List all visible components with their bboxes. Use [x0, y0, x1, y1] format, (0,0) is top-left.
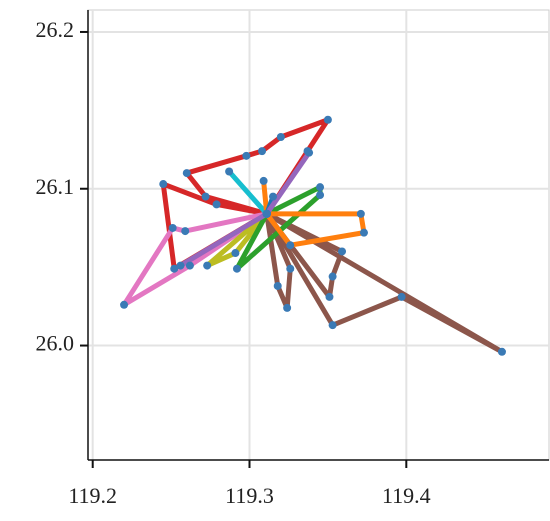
point — [328, 321, 337, 330]
point — [181, 227, 190, 236]
point — [338, 247, 347, 256]
point — [258, 147, 267, 156]
route-line — [204, 211, 270, 269]
plot-area — [87, 9, 550, 461]
point — [176, 261, 185, 270]
point — [359, 228, 368, 237]
point — [225, 167, 234, 176]
point — [276, 133, 285, 142]
point — [356, 209, 365, 218]
point — [323, 115, 332, 124]
point — [170, 264, 179, 273]
point — [182, 169, 191, 178]
x-tick-label: 119.4 — [382, 483, 431, 508]
point — [231, 249, 240, 258]
point — [316, 183, 325, 192]
point — [185, 261, 194, 270]
point — [273, 281, 282, 290]
point — [305, 148, 314, 157]
point — [286, 264, 295, 273]
point — [242, 151, 251, 160]
point — [259, 176, 268, 185]
point — [316, 191, 325, 200]
route-line — [121, 211, 270, 308]
x-tick-label: 119.2 — [68, 483, 117, 508]
y-tick-label: 26.0 — [36, 331, 75, 356]
point — [201, 192, 210, 201]
point — [262, 209, 271, 218]
y-tick-label: 26.1 — [36, 174, 75, 199]
point — [328, 272, 337, 281]
point — [283, 303, 292, 312]
point — [168, 223, 177, 232]
point — [286, 241, 295, 250]
point — [203, 261, 212, 270]
point — [212, 200, 221, 209]
point — [497, 347, 506, 356]
point — [397, 292, 406, 301]
point — [325, 292, 334, 301]
y-tick-label: 26.2 — [36, 17, 75, 42]
point — [269, 192, 278, 201]
point — [159, 180, 168, 189]
x-tick-label: 119.3 — [225, 483, 274, 508]
point — [120, 300, 129, 309]
route-line — [178, 150, 312, 269]
point — [232, 264, 241, 273]
